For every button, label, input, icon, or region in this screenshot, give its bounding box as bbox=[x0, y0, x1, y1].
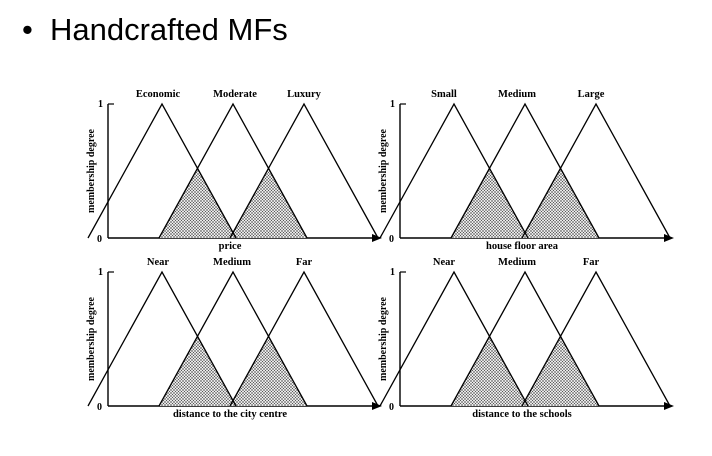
membership-triangle bbox=[450, 102, 600, 239]
overlap-region bbox=[230, 336, 307, 406]
y-tick-label: 0 bbox=[389, 402, 394, 413]
overlap-region bbox=[159, 336, 236, 406]
membership-triangle bbox=[229, 102, 379, 239]
overlap-region bbox=[451, 336, 528, 406]
bullet: • bbox=[22, 12, 33, 47]
membership-triangle bbox=[521, 270, 671, 407]
x-axis-label: distance to the city centre bbox=[173, 409, 287, 420]
x-axis-label: house floor area bbox=[486, 241, 559, 252]
membership-triangle bbox=[87, 102, 237, 239]
y-tick-label: 1 bbox=[98, 267, 103, 278]
overlap-region bbox=[522, 168, 599, 238]
x-axis-arrow bbox=[664, 234, 674, 242]
y-axis-label: membership degree bbox=[378, 128, 389, 213]
overlap-region bbox=[451, 168, 528, 238]
fuzzy-set-label: Medium bbox=[213, 257, 251, 268]
y-tick-label: 0 bbox=[97, 402, 102, 413]
fuzzy-set-label: Large bbox=[578, 89, 605, 100]
mf-panel: 1 0 membership degree distance to the city … bbox=[86, 257, 382, 420]
y-tick-label: 0 bbox=[389, 234, 394, 245]
x-axis-arrow bbox=[372, 402, 382, 410]
x-axis-label: distance to the schools bbox=[472, 409, 571, 420]
y-tick-label: 0 bbox=[97, 234, 102, 245]
membership-triangle bbox=[450, 270, 600, 407]
x-axis-arrow bbox=[372, 234, 382, 242]
fuzzy-set-label: Far bbox=[583, 257, 600, 268]
fuzzy-set-label: Moderate bbox=[213, 89, 257, 100]
fuzzy-set-label: Near bbox=[147, 257, 169, 268]
membership-triangle bbox=[158, 102, 308, 239]
y-axis-label: membership degree bbox=[86, 296, 97, 381]
heading-text: Handcrafted MFs bbox=[50, 12, 288, 47]
membership-triangle bbox=[158, 270, 308, 407]
fuzzy-set-label: Medium bbox=[498, 89, 536, 100]
x-axis-label: price bbox=[219, 241, 242, 252]
mf-panel: 1 0 membership degree distance to the schoo… bbox=[378, 257, 674, 420]
membership-triangle bbox=[87, 270, 237, 407]
y-tick-label: 1 bbox=[390, 99, 395, 110]
y-tick-label: 1 bbox=[98, 99, 103, 110]
fuzzy-set-label: Small bbox=[431, 89, 457, 100]
fuzzy-set-label: Near bbox=[433, 257, 455, 268]
fuzzy-set-label: Economic bbox=[136, 89, 181, 100]
y-tick-label: 1 bbox=[390, 267, 395, 278]
membership-triangle bbox=[379, 270, 529, 407]
slide-heading: • Handcrafted MFs bbox=[22, 12, 288, 48]
overlap-region bbox=[159, 168, 236, 238]
membership-triangle bbox=[379, 102, 529, 239]
membership-triangle bbox=[229, 270, 379, 407]
y-axis-label: membership degree bbox=[86, 128, 97, 213]
overlap-region bbox=[522, 336, 599, 406]
fuzzy-set-label: Far bbox=[296, 257, 313, 268]
fuzzy-set-label: Medium bbox=[498, 257, 536, 268]
mf-panel: 1 0 membership degree house floor area Small… bbox=[378, 89, 674, 252]
y-axis-label: membership degree bbox=[378, 296, 389, 381]
x-axis-arrow bbox=[664, 402, 674, 410]
fuzzy-set-label: Luxury bbox=[287, 89, 322, 100]
overlap-region bbox=[230, 168, 307, 238]
mf-panel: 1 0 membership degree price Economic Moderate… bbox=[86, 89, 382, 252]
membership-triangle bbox=[521, 102, 671, 239]
